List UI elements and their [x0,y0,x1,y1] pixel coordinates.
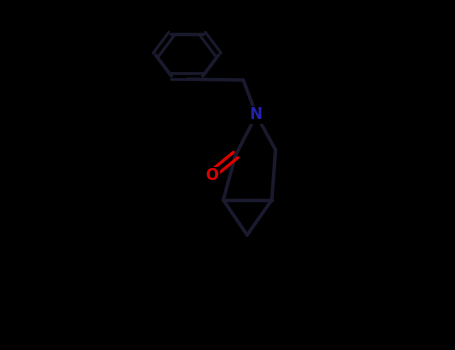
Text: O: O [206,168,218,183]
Text: N: N [250,107,263,122]
